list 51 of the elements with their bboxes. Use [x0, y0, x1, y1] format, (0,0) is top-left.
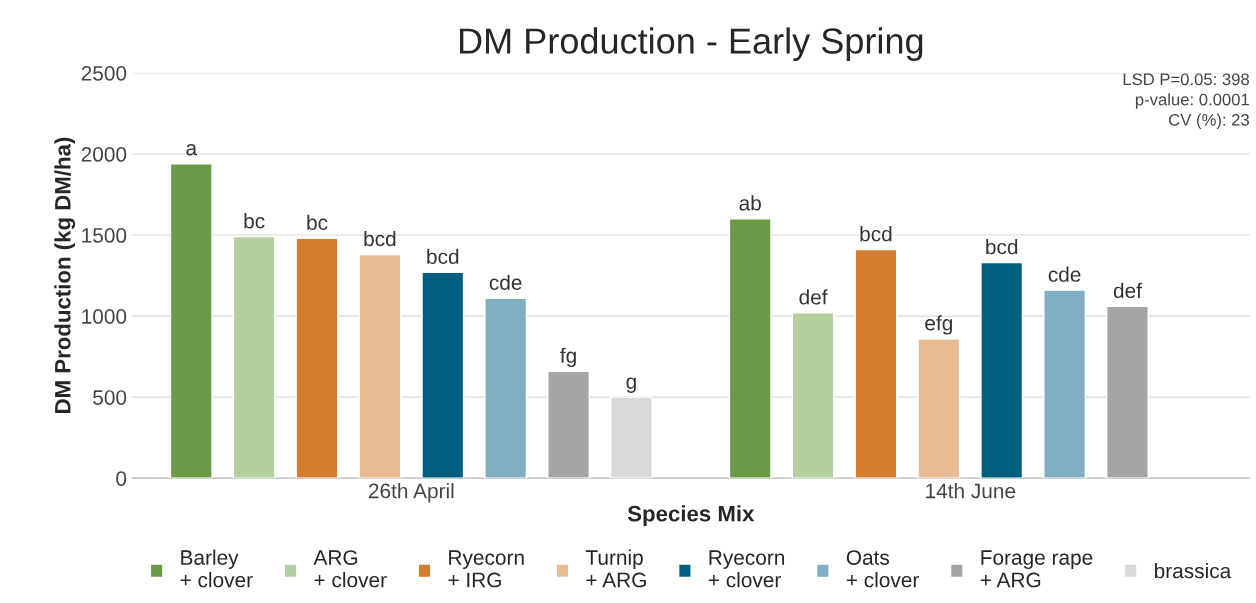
data-label: cde	[489, 274, 522, 290]
data-label: efg	[925, 315, 952, 335]
annotation: CV (%): 23	[1169, 113, 1249, 130]
bar	[169, 163, 213, 479]
data-label: fg	[560, 347, 576, 368]
y-tick-label: 2000	[81, 147, 127, 162]
legend-label: Turnip + ARG	[585, 549, 646, 588]
bar	[791, 312, 835, 479]
data-label: bcd	[427, 248, 459, 265]
data-label: a	[186, 144, 198, 156]
annotation: p-value: 0.0001	[1135, 93, 1249, 109]
x-axis-title: Species Mix	[627, 505, 755, 526]
bar	[547, 370, 590, 479]
data-label: bcd	[364, 230, 396, 247]
data-label: ab	[739, 195, 761, 211]
y-axis-title: DM Production (kg DM/ha)	[54, 137, 76, 413]
data-label: bc	[244, 213, 265, 229]
data-label: def	[799, 289, 828, 305]
legend-label: Forage rape + ARG	[980, 550, 1093, 588]
bar	[358, 253, 402, 479]
legend-label: Ryecorn + clover	[708, 550, 785, 588]
y-tick-label: 0	[116, 471, 127, 486]
bar	[295, 237, 339, 479]
y-tick-label: 2500	[81, 65, 127, 81]
legend-label: ARG + clover	[313, 550, 387, 588]
bar	[728, 218, 772, 479]
y-tick-label: 1500	[82, 228, 127, 243]
bar	[917, 338, 961, 479]
legend-label: Barley + clover	[180, 549, 253, 588]
data-label: def	[1113, 282, 1142, 299]
legend-label: Ryecorn + IRG	[448, 550, 524, 588]
bar	[1043, 289, 1087, 479]
x-tick-label: 26th April	[368, 483, 454, 503]
legend-label: Oats + clover	[846, 550, 919, 588]
y-tick-label: 1000	[82, 309, 127, 324]
data-label: bcd	[860, 226, 892, 242]
data-label: g	[626, 377, 636, 393]
bar	[232, 235, 276, 479]
bar	[421, 271, 465, 479]
bar	[1106, 305, 1149, 479]
legend-label: brassica	[1154, 562, 1232, 579]
x-tick-label: 14th June	[926, 483, 1016, 499]
bar	[980, 261, 1024, 479]
bar	[484, 297, 528, 479]
bar	[854, 248, 898, 479]
y-tick-label: 500	[93, 390, 127, 405]
chart-title: DM Production - Early Spring	[459, 27, 923, 62]
data-label: bcd	[986, 239, 1018, 255]
data-label: bc	[307, 214, 328, 231]
data-label: cde	[1048, 266, 1081, 282]
annotation: LSD P=0.05: 398	[1123, 73, 1249, 86]
